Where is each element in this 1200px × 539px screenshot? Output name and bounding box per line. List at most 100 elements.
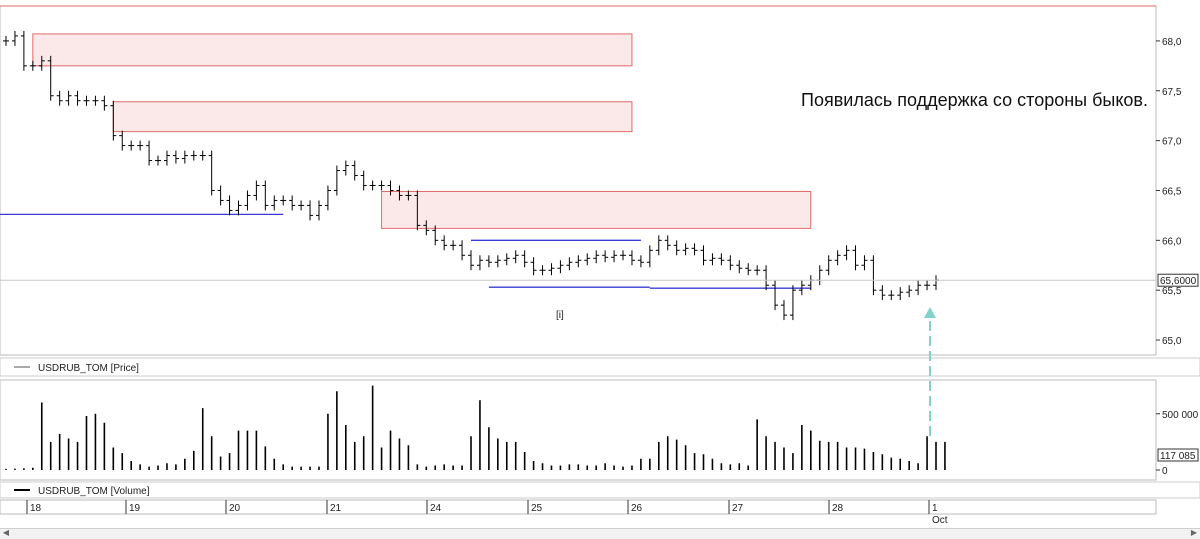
- price-legend: USDRUB_TOM [Price]: [0, 357, 1200, 377]
- price-bar: [155, 155, 162, 166]
- volume-plot-area: [0, 379, 1157, 481]
- volume-legend-label: USDRUB_TOM [Volume]: [38, 486, 150, 497]
- price-bar: [65, 90, 72, 106]
- annotation-text: Появилась поддержка со стороны быков.: [801, 90, 1148, 110]
- price-bar: [593, 250, 600, 264]
- resistance-box-2: [112, 101, 633, 133]
- price-bar: [485, 255, 492, 268]
- last-volume-label: 117 085: [1160, 451, 1196, 462]
- volume-y-tick-label: 500 000: [1162, 410, 1199, 421]
- price-y-tick-label: 66,0: [1162, 236, 1182, 247]
- price-bar: [637, 255, 644, 268]
- price-bar: [539, 265, 546, 276]
- price-bar: [861, 255, 868, 271]
- price-bar: [709, 253, 716, 266]
- price-bar: [396, 185, 403, 201]
- price-y-tick-label: 67,5: [1162, 87, 1182, 98]
- price-bar: [38, 55, 45, 71]
- price-legend-label: USDRUB_TOM [Price]: [38, 363, 139, 374]
- price-bar: [119, 130, 126, 151]
- price-bar: [74, 90, 81, 106]
- price-bar: [289, 195, 296, 211]
- price-bar: [521, 250, 528, 268]
- price-bar: [503, 253, 510, 266]
- price-bar: [602, 250, 609, 263]
- price-bar: [772, 280, 779, 311]
- price-bar: [101, 95, 108, 111]
- price-y-tick-label: 65,0: [1162, 336, 1182, 347]
- support-arrow: [924, 307, 936, 436]
- price-bar: [789, 285, 796, 321]
- price-bar: [646, 245, 653, 268]
- price-bar: [888, 290, 895, 301]
- price-bar: [92, 95, 99, 106]
- x-tick-label: 19: [129, 503, 141, 514]
- scroll-right-icon[interactable]: ▶: [1190, 528, 1198, 537]
- price-bar: [628, 250, 635, 266]
- price-bar: [834, 250, 841, 266]
- price-bar: [3, 35, 9, 46]
- x-tick-label: 1: [932, 503, 938, 514]
- price-bar: [825, 255, 832, 276]
- price-bar: [29, 60, 36, 71]
- price-bar: [745, 263, 752, 276]
- price-bar: [137, 140, 144, 151]
- price-bar: [450, 240, 457, 251]
- volume-y-tick-label: 0: [1162, 466, 1168, 477]
- last-volume-box: [1157, 448, 1199, 462]
- price-bar: [924, 280, 931, 291]
- price-bar: [664, 235, 671, 251]
- price-y-tick-label: 68,0: [1162, 37, 1182, 48]
- price-bar: [843, 245, 850, 261]
- x-tick-label: 27: [732, 503, 744, 514]
- price-bar: [414, 190, 421, 231]
- scroll-left-icon[interactable]: ◀: [2, 528, 10, 537]
- price-bar: [655, 235, 662, 256]
- price-bar: [128, 140, 135, 151]
- price-bar: [575, 255, 582, 268]
- price-bar: [763, 265, 770, 291]
- price-bar: [298, 200, 305, 211]
- price-bar: [673, 240, 680, 256]
- horizontal-scrollbar[interactable]: [0, 528, 1200, 539]
- price-bar: [244, 190, 251, 211]
- price-bar: [459, 240, 466, 261]
- price-bar: [718, 253, 725, 266]
- x-tick-label: 21: [330, 503, 342, 514]
- price-bar: [369, 180, 376, 191]
- price-bar: [351, 160, 358, 181]
- price-bar: [870, 255, 877, 296]
- price-bar: [915, 280, 922, 296]
- price-bar: [566, 257, 573, 271]
- price-bar: [253, 180, 260, 201]
- price-bar: [611, 250, 618, 263]
- x-tick-label: 20: [229, 503, 241, 514]
- price-bar: [235, 200, 242, 216]
- x-tick-label: 18: [30, 503, 42, 514]
- price-bar: [387, 180, 394, 196]
- price-bar: [432, 225, 439, 246]
- resistance-box-3: [381, 190, 812, 229]
- price-bar: [47, 55, 54, 101]
- price-bar: [468, 250, 474, 271]
- price-bar: [548, 263, 555, 276]
- price-bar: [172, 150, 179, 164]
- price-bar: [620, 250, 627, 261]
- price-bar: [208, 150, 215, 196]
- x-tick-label: 28: [832, 503, 844, 514]
- price-bar: [512, 250, 519, 264]
- price-bar: [324, 185, 331, 211]
- price-y-tick-label: 67,0: [1162, 137, 1182, 148]
- price-bar: [700, 245, 707, 266]
- price-bar: [584, 253, 591, 266]
- price-bar: [271, 195, 278, 211]
- price-bar: [441, 235, 448, 251]
- price-bar: [11, 30, 18, 46]
- price-bar: [423, 220, 430, 236]
- last-price-box: [1157, 273, 1199, 287]
- volume-pane: 500 000 0 117 085: [0, 379, 1199, 481]
- price-bar: [20, 30, 27, 71]
- price-bar: [530, 257, 537, 276]
- x-axis-month-label: Oct: [932, 515, 948, 526]
